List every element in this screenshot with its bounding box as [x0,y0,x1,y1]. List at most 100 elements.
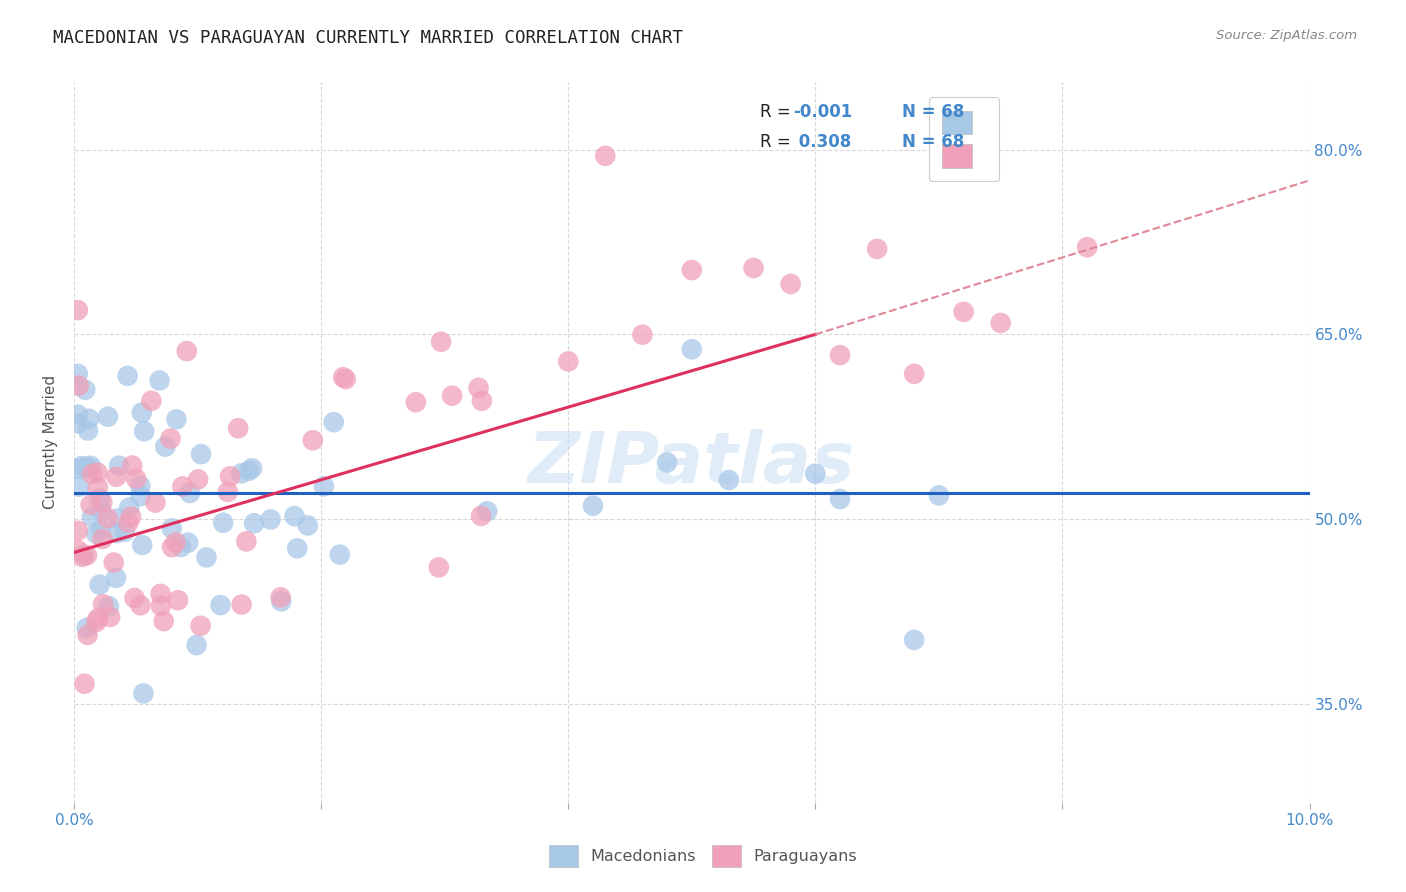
Point [477,504,499,518]
Y-axis label: Currently Married: Currently Married [44,376,58,509]
Point [430,334,453,349]
Point [97,409,120,424]
Point [212,516,235,530]
Point [67,378,90,392]
Text: ZIPatlas: ZIPatlas [529,429,855,499]
Point [91,597,114,611]
Point [681,263,703,277]
Point [107,511,129,525]
Point [72,549,94,564]
Point [91,495,114,509]
Point [141,393,163,408]
Point [149,587,172,601]
Point [176,344,198,359]
Point [67,480,90,494]
Point [172,479,194,493]
Point [96,511,118,525]
Point [187,472,209,486]
Point [177,535,200,549]
Point [73,677,96,691]
Point [828,348,851,362]
Point [332,370,354,384]
Point [470,508,492,523]
Point [405,395,427,409]
Point [779,277,801,291]
Point [170,540,193,554]
Text: R =: R = [759,134,796,152]
Point [90,503,112,517]
Point [240,461,263,475]
Point [165,412,187,426]
Point [125,472,148,486]
Point [235,534,257,549]
Legend: Macedonians, Paraguayans: Macedonians, Paraguayans [541,837,865,875]
Text: R =: R = [759,103,796,121]
Point [828,491,851,506]
Point [631,327,654,342]
Point [87,480,110,494]
Point [129,599,152,613]
Point [117,368,139,383]
Point [159,432,181,446]
Point [80,510,103,524]
Point [259,512,281,526]
Point [1076,240,1098,254]
Point [149,599,172,613]
Point [990,316,1012,330]
Text: N = 68: N = 68 [901,103,965,121]
Point [121,458,143,473]
Point [79,498,101,512]
Point [132,686,155,700]
Point [283,509,305,524]
Point [131,538,153,552]
Point [441,389,464,403]
Point [66,524,89,538]
Point [118,500,141,515]
Text: 0.308: 0.308 [793,134,852,152]
Point [66,367,89,381]
Point [84,526,107,541]
Point [131,406,153,420]
Point [195,550,218,565]
Point [97,599,120,614]
Point [134,424,156,438]
Point [335,372,357,386]
Point [297,518,319,533]
Point [742,260,765,275]
Point [77,424,100,438]
Point [804,467,827,481]
Point [79,458,101,473]
Point [467,381,489,395]
Point [155,440,177,454]
Point [231,598,253,612]
Point [105,525,128,540]
Point [86,466,108,480]
Point [145,495,167,509]
Text: -0.001: -0.001 [793,103,852,121]
Point [89,577,111,591]
Point [322,415,344,429]
Point [179,486,201,500]
Point [903,367,925,381]
Point [66,408,89,422]
Point [76,628,98,642]
Point [152,614,174,628]
Point [120,509,142,524]
Point [231,467,253,481]
Point [89,491,111,506]
Point [66,543,89,558]
Text: MACEDONIAN VS PARAGUAYAN CURRENTLY MARRIED CORRELATION CHART: MACEDONIAN VS PARAGUAYAN CURRENTLY MARRI… [53,29,683,46]
Point [124,591,146,605]
Point [866,242,889,256]
Point [285,541,308,556]
Point [190,618,212,632]
Point [84,615,107,629]
Point [655,455,678,469]
Point [427,560,450,574]
Point [167,593,190,607]
Point [73,548,96,562]
Point [238,464,260,478]
Point [270,591,292,605]
Point [76,621,98,635]
Text: Source: ZipAtlas.com: Source: ZipAtlas.com [1216,29,1357,42]
